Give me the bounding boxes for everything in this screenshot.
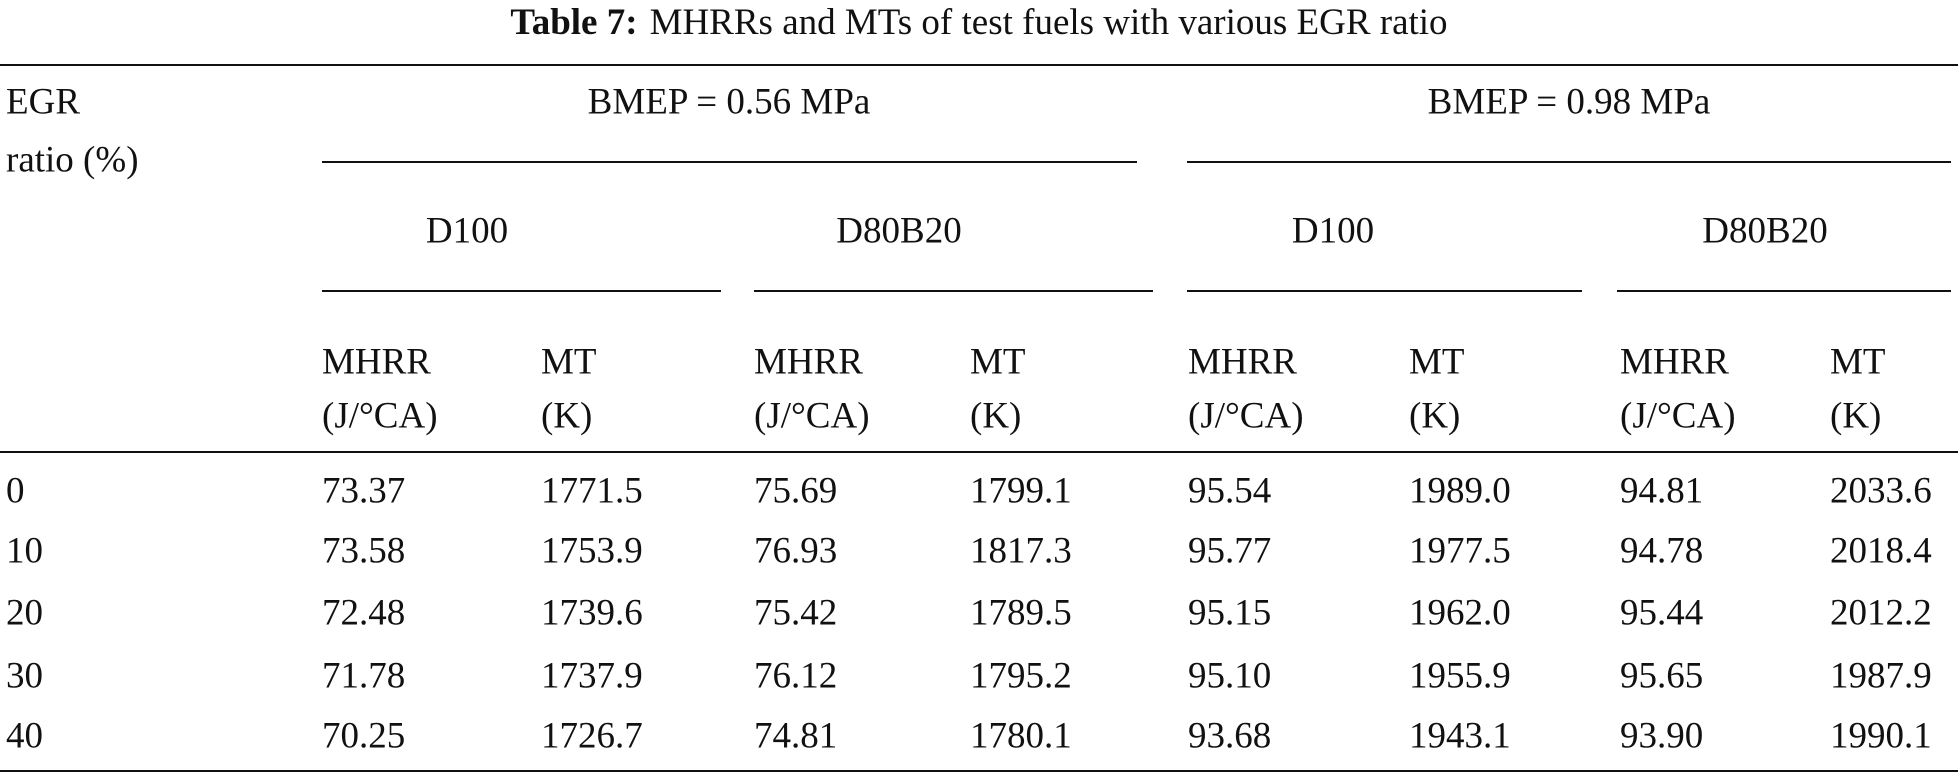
cell: 95.44 <box>1620 592 1704 634</box>
fuel-header: D80B20 <box>836 210 962 252</box>
cell: 1817.3 <box>970 530 1072 572</box>
caption-text: MHRRs and MTs of test fuels with various… <box>649 2 1448 43</box>
row-label-header: ratio (%) <box>6 139 139 181</box>
cell: 75.42 <box>754 592 838 634</box>
cell: 95.10 <box>1188 655 1272 697</box>
cell: 1962.0 <box>1409 592 1511 634</box>
caption: Table 7: MHRRs and MTs of test fuels with… <box>0 4 1958 41</box>
column-header: (K) <box>1830 395 1882 437</box>
row-label-header: EGR <box>6 81 80 123</box>
fuel-header: D100 <box>1291 210 1375 252</box>
column-header: MHRR <box>1620 341 1729 383</box>
cell: 1987.9 <box>1830 655 1932 697</box>
cell: 94.81 <box>1620 470 1704 512</box>
row-label: 20 <box>6 592 43 634</box>
fuel-rule <box>322 290 721 292</box>
fuel-rule <box>1617 290 1951 292</box>
group-rule <box>322 161 1137 163</box>
cell: 1795.2 <box>970 655 1072 697</box>
column-header: MHRR <box>322 341 431 383</box>
column-header: (J/°CA) <box>1188 395 1304 437</box>
group-header: BMEP = 0.98 MPa <box>1427 81 1711 123</box>
cell: 71.78 <box>322 655 406 697</box>
group-rule <box>1187 161 1951 163</box>
cell: 70.25 <box>322 715 406 757</box>
row-label: 0 <box>6 470 25 512</box>
fuel-rule <box>1187 290 1582 292</box>
cell: 1737.9 <box>541 655 643 697</box>
cell: 2018.4 <box>1830 530 1932 572</box>
column-header: (J/°CA) <box>754 395 870 437</box>
column-header: (J/°CA) <box>1620 395 1736 437</box>
cell: 1989.0 <box>1409 470 1511 512</box>
cell: 72.48 <box>322 592 406 634</box>
cell: 73.37 <box>322 470 406 512</box>
column-header: MT <box>1830 341 1886 383</box>
fuel-header: D80B20 <box>1702 210 1828 252</box>
column-header: (K) <box>541 395 593 437</box>
cell: 76.12 <box>754 655 838 697</box>
cell: 1726.7 <box>541 715 643 757</box>
fuel-rule <box>754 290 1153 292</box>
group-header: BMEP = 0.56 MPa <box>587 81 871 123</box>
cell: 1943.1 <box>1409 715 1511 757</box>
cell: 95.54 <box>1188 470 1272 512</box>
cell: 1789.5 <box>970 592 1072 634</box>
cell: 76.93 <box>754 530 838 572</box>
cell: 95.77 <box>1188 530 1272 572</box>
cell: 2033.6 <box>1830 470 1932 512</box>
fuel-header: D100 <box>425 210 509 252</box>
cell: 74.81 <box>754 715 838 757</box>
column-header: MHRR <box>1188 341 1297 383</box>
cell: 1955.9 <box>1409 655 1511 697</box>
column-header: MT <box>1409 341 1465 383</box>
cell: 1990.1 <box>1830 715 1932 757</box>
column-header: (K) <box>1409 395 1461 437</box>
cell: 95.15 <box>1188 592 1272 634</box>
cell: 2012.2 <box>1830 592 1932 634</box>
cell: 1771.5 <box>541 470 643 512</box>
cell: 95.65 <box>1620 655 1704 697</box>
top-rule <box>0 64 1958 66</box>
column-header: MHRR <box>754 341 863 383</box>
header-rule <box>0 451 1958 453</box>
row-label: 10 <box>6 530 43 572</box>
column-header: (J/°CA) <box>322 395 438 437</box>
column-header: (K) <box>970 395 1022 437</box>
cell: 73.58 <box>322 530 406 572</box>
cell: 93.68 <box>1188 715 1272 757</box>
cell: 1799.1 <box>970 470 1072 512</box>
caption-label: Table 7: <box>510 2 638 43</box>
cell: 1753.9 <box>541 530 643 572</box>
cell: 1780.1 <box>970 715 1072 757</box>
cell: 1739.6 <box>541 592 643 634</box>
row-label: 40 <box>6 715 43 757</box>
cell: 93.90 <box>1620 715 1704 757</box>
row-label: 30 <box>6 655 43 697</box>
cell: 1977.5 <box>1409 530 1511 572</box>
column-header: MT <box>541 341 597 383</box>
column-header: MT <box>970 341 1026 383</box>
bottom-rule <box>0 770 1958 772</box>
cell: 94.78 <box>1620 530 1704 572</box>
cell: 75.69 <box>754 470 838 512</box>
